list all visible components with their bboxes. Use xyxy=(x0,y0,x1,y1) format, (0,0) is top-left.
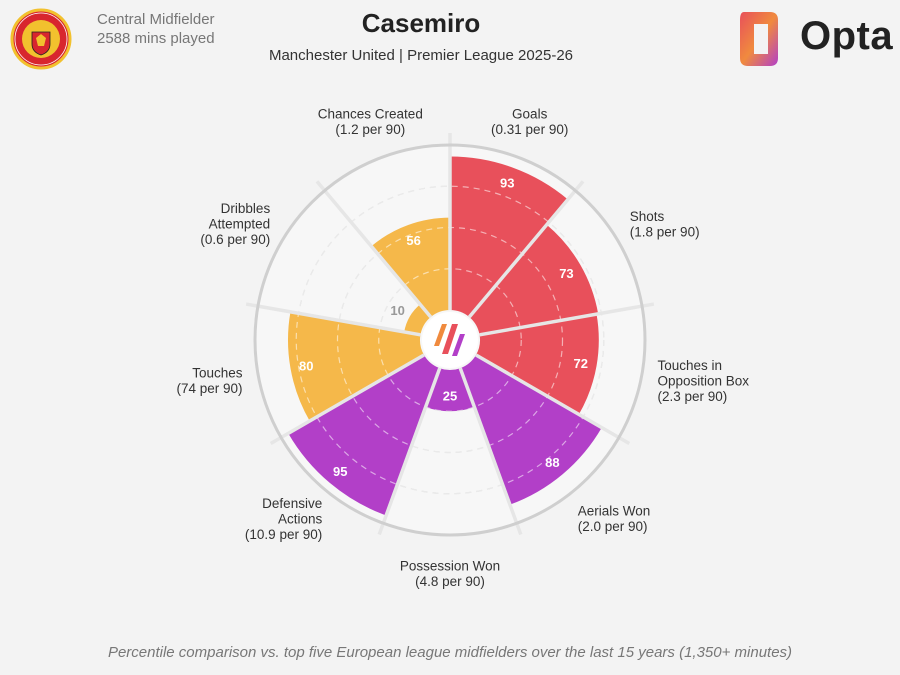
page-title: Casemiro xyxy=(361,8,481,38)
center-logo-stroke-3 xyxy=(452,334,465,356)
category-label-5-line-2: (10.9 per 90) xyxy=(245,527,322,542)
category-label-5-line-1: Actions xyxy=(278,511,323,526)
category-label-3-line-1: (2.0 per 90) xyxy=(578,519,648,534)
category-label-5: Defensive Actions (10.9 per 90) xyxy=(245,496,323,542)
category-label-2-line-0: Touches in xyxy=(657,358,722,373)
center-logo-stroke-1 xyxy=(442,324,458,354)
opta-logo-icon xyxy=(740,12,778,66)
player-meta: Central Midfielder 2588 mins played xyxy=(97,10,215,48)
category-label-0-line-1: (0.31 per 90) xyxy=(491,122,568,137)
slice-divider-5 xyxy=(377,367,442,536)
category-label-1-line-0: Shots xyxy=(630,209,665,224)
category-label-7-line-1: Attempted xyxy=(209,217,271,232)
value-label-8: 56 xyxy=(406,233,420,248)
bar-3 xyxy=(460,355,602,505)
category-label-4-line-1: (4.8 per 90) xyxy=(415,574,485,589)
slice-divider-8 xyxy=(315,180,433,319)
opta-wordmark: Opta xyxy=(800,14,894,58)
value-label-0: 93 xyxy=(500,176,514,191)
value-label-7: 10 xyxy=(390,303,404,318)
chart-center xyxy=(422,312,478,368)
category-label-5-line-0: Defensive xyxy=(262,496,322,511)
bar-ring-75 xyxy=(295,185,605,495)
slice-divider-7 xyxy=(245,302,421,337)
bar-4 xyxy=(425,368,475,412)
category-label-7: Dribbles Attempted (0.6 per 90) xyxy=(200,201,270,247)
bar-0 xyxy=(450,156,568,318)
player-minutes: 2588 mins played xyxy=(97,30,215,47)
category-label-6-line-1: (74 per 90) xyxy=(176,381,242,396)
category-label-1: Shots (1.8 per 90) xyxy=(630,209,700,240)
category-label-2-line-1: Opposition Box xyxy=(657,373,749,388)
chart-value-labels: 93 73 72 88 25 95 80 10 56 xyxy=(299,176,588,479)
bar-7 xyxy=(404,304,431,335)
chart-category-labels: Goals (0.31 per 90) Shots (1.8 per 90) Touch… xyxy=(176,106,749,588)
player-position: Central Midfielder xyxy=(97,11,215,28)
chart-bars xyxy=(288,156,602,516)
category-label-4: Possession Won (4.8 per 90) xyxy=(400,558,500,589)
page-subtitle: Manchester United | Premier League 2025-… xyxy=(268,47,574,64)
manchester-united-crest-icon xyxy=(10,8,72,70)
bar-2 xyxy=(475,314,599,415)
value-label-2: 72 xyxy=(574,356,588,371)
bar-1 xyxy=(469,224,599,335)
bar-5 xyxy=(288,355,440,516)
category-label-8-line-0: Chances Created xyxy=(318,106,423,121)
slice-divider-1 xyxy=(467,180,585,319)
category-label-0: Goals (0.31 per 90) xyxy=(491,106,568,137)
slice-divider-2 xyxy=(479,302,655,337)
footnote: Percentile comparison vs. top five Europ… xyxy=(107,644,793,661)
category-label-6: Touches (74 per 90) xyxy=(176,366,242,397)
category-label-8: Chances Created (1.2 per 90) xyxy=(318,106,423,137)
slice-divider-6 xyxy=(269,353,425,446)
category-label-3-line-0: Aerials Won xyxy=(578,504,651,519)
chart-dividers xyxy=(245,133,655,537)
value-label-3: 88 xyxy=(545,455,559,470)
category-label-1-line-1: (1.8 per 90) xyxy=(630,224,700,239)
value-label-1: 73 xyxy=(559,266,573,281)
outer-ring xyxy=(253,143,647,537)
category-label-2: Touches in Opposition Box (2.3 per 90) xyxy=(657,358,749,404)
category-label-6-line-0: Touches xyxy=(192,366,243,381)
slice-divider-4 xyxy=(458,367,523,536)
category-label-7-line-0: Dribbles xyxy=(221,201,271,216)
slice-divider-3 xyxy=(475,353,631,446)
value-label-6: 80 xyxy=(299,358,313,373)
category-label-0-line-0: Goals xyxy=(512,106,548,121)
category-label-2-line-2: (2.3 per 90) xyxy=(657,389,727,404)
bar-6 xyxy=(288,311,425,421)
category-label-4-line-0: Possession Won xyxy=(400,558,500,573)
center-logo-stroke-2 xyxy=(434,324,447,346)
value-label-4: 25 xyxy=(443,388,457,403)
bar-8 xyxy=(371,217,450,318)
category-label-7-line-2: (0.6 per 90) xyxy=(200,232,270,247)
category-label-3: Aerials Won (2.0 per 90) xyxy=(578,504,651,535)
category-label-8-line-1: (1.2 per 90) xyxy=(335,122,405,137)
value-label-5: 95 xyxy=(333,464,347,479)
